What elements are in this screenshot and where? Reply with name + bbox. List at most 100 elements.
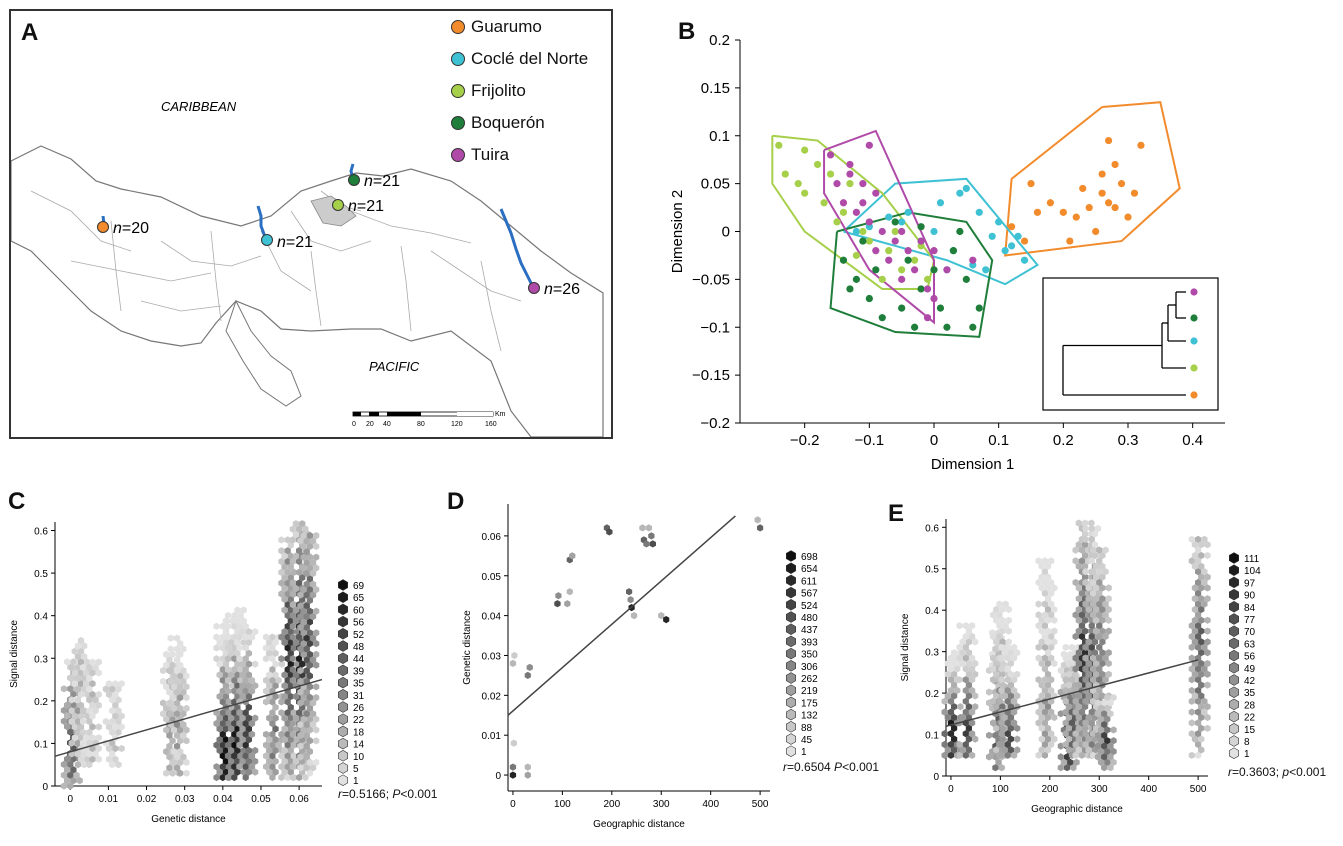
- hexbin-cell: [566, 588, 573, 596]
- hexbin-cell: [224, 655, 232, 663]
- hexbin-cell: [1195, 611, 1202, 619]
- hexbin-cell: [245, 660, 252, 668]
- hexbin-cell: [1104, 737, 1111, 745]
- convex-hull: [842, 177, 1039, 286]
- y-axis-label: Signal distance: [900, 613, 911, 681]
- hexbin-cell: [1105, 627, 1112, 635]
- hexbin-cell: [993, 605, 1000, 614]
- hexbin-cell: [1204, 670, 1211, 678]
- hexbin-cell: [1075, 713, 1082, 722]
- hexbin-cell: [1011, 708, 1018, 716]
- data-point: [1111, 160, 1119, 169]
- hexbin-cell: [944, 659, 951, 668]
- data-point: [1059, 208, 1067, 216]
- hexbin-cell: [1085, 659, 1092, 668]
- hexbin-cell: [1089, 751, 1097, 759]
- hexbin-cell: [299, 574, 306, 582]
- x-axis-label: Geographic distance: [1031, 804, 1123, 815]
- hexbin-cell: [1072, 578, 1079, 587]
- hexbin-cell: [306, 758, 313, 766]
- hexbin-cell: [313, 683, 320, 691]
- hexbin-cell: [1044, 627, 1052, 635]
- hexbin-cell: [60, 760, 68, 768]
- hexbin-cell: [313, 640, 320, 648]
- hexbin-cell: [177, 704, 184, 712]
- hexbin-cell: [292, 692, 300, 701]
- hexbin-cell: [1044, 605, 1052, 614]
- legend-swatch: [451, 20, 465, 34]
- legend-hex: [786, 708, 796, 721]
- legend-value: 1: [353, 776, 359, 787]
- hexbin-cell: [965, 692, 972, 700]
- hexbin-cell: [1038, 616, 1045, 624]
- hexbin-cell: [166, 764, 173, 772]
- hexbin-cell: [1004, 665, 1011, 673]
- hexbin-cell: [1093, 692, 1100, 700]
- hexbin-cell: [269, 709, 276, 717]
- hexbin-cell: [79, 717, 87, 726]
- hexbin-cell: [1048, 589, 1055, 597]
- hexbin-cell: [287, 552, 294, 560]
- hexbin-cell: [1004, 740, 1011, 749]
- hexbin-cell: [1198, 670, 1205, 678]
- hexbin-cell: [105, 755, 113, 763]
- hexbin-cell: [163, 769, 170, 777]
- legend-value: 45: [801, 735, 813, 746]
- hexbin-cell: [1201, 697, 1208, 705]
- hexbin-cell: [213, 741, 220, 749]
- hexbin-cell: [1082, 616, 1089, 624]
- y-tick-label: 0.1: [925, 731, 939, 742]
- hexbin-cell: [990, 654, 997, 662]
- hexbin-cell: [1072, 670, 1079, 678]
- hexbin-cell: [1062, 719, 1069, 727]
- hexbin-cell: [180, 677, 187, 685]
- hexbin-cell: [1044, 638, 1052, 646]
- hexbin-cell: [993, 616, 1000, 624]
- data-point: [1105, 199, 1113, 207]
- hexbin-cell: [1004, 719, 1011, 727]
- hexbin-cell: [1096, 568, 1103, 576]
- hexbin-cell: [167, 645, 174, 653]
- hexbin-cell: [1082, 676, 1089, 684]
- hexbin-cell: [1198, 584, 1205, 592]
- hexbin-cell: [289, 622, 296, 630]
- hexbin-cell: [1041, 589, 1048, 597]
- legend-hex: [1229, 662, 1239, 674]
- hexbin-cell: [947, 740, 955, 749]
- hexbin-cell: [947, 751, 955, 759]
- hexbin-cell: [115, 717, 122, 726]
- legend-hex: [338, 713, 348, 725]
- hexbin-cell: [236, 687, 243, 695]
- hexbin-cell: [1044, 724, 1052, 732]
- hexbin-cell: [86, 663, 93, 672]
- hexbin-cell: [300, 542, 307, 550]
- data-point: [1014, 232, 1022, 240]
- convex-hull: [823, 129, 935, 325]
- hexbin-cell: [86, 674, 93, 682]
- hexbin-cell: [95, 669, 102, 677]
- data-point: [878, 275, 886, 283]
- svg-text:n=21: n=21: [348, 198, 384, 215]
- hexbin-cell: [266, 714, 273, 722]
- hexbin-cell: [1195, 708, 1202, 716]
- hexbin-cell: [231, 622, 238, 630]
- hexbin-cell: [1082, 697, 1089, 705]
- hexbin-cell: [228, 768, 235, 776]
- hexbin-cell: [1089, 676, 1097, 684]
- legend-hex: [338, 664, 348, 677]
- hexbin-cell: [1198, 551, 1205, 560]
- hexbin-cell: [1198, 681, 1205, 689]
- hexbin-cell: [278, 536, 285, 544]
- hexbin-cell: [236, 730, 243, 738]
- hexbin-cell: [1195, 600, 1202, 608]
- hexbin-cell: [77, 647, 85, 655]
- chart-c-stat: r=0.5166; P<0.001: [338, 787, 438, 801]
- y-tick-label: 0.04: [482, 612, 502, 623]
- svg-text:0: 0: [352, 421, 356, 428]
- hexbin-cell: [118, 744, 125, 753]
- hexbin-cell: [86, 739, 93, 747]
- hexbin-cell: [71, 680, 78, 688]
- legend-swatch: [451, 52, 465, 66]
- hexbin-cell: [1085, 595, 1092, 603]
- hexbin-cell: [173, 742, 181, 750]
